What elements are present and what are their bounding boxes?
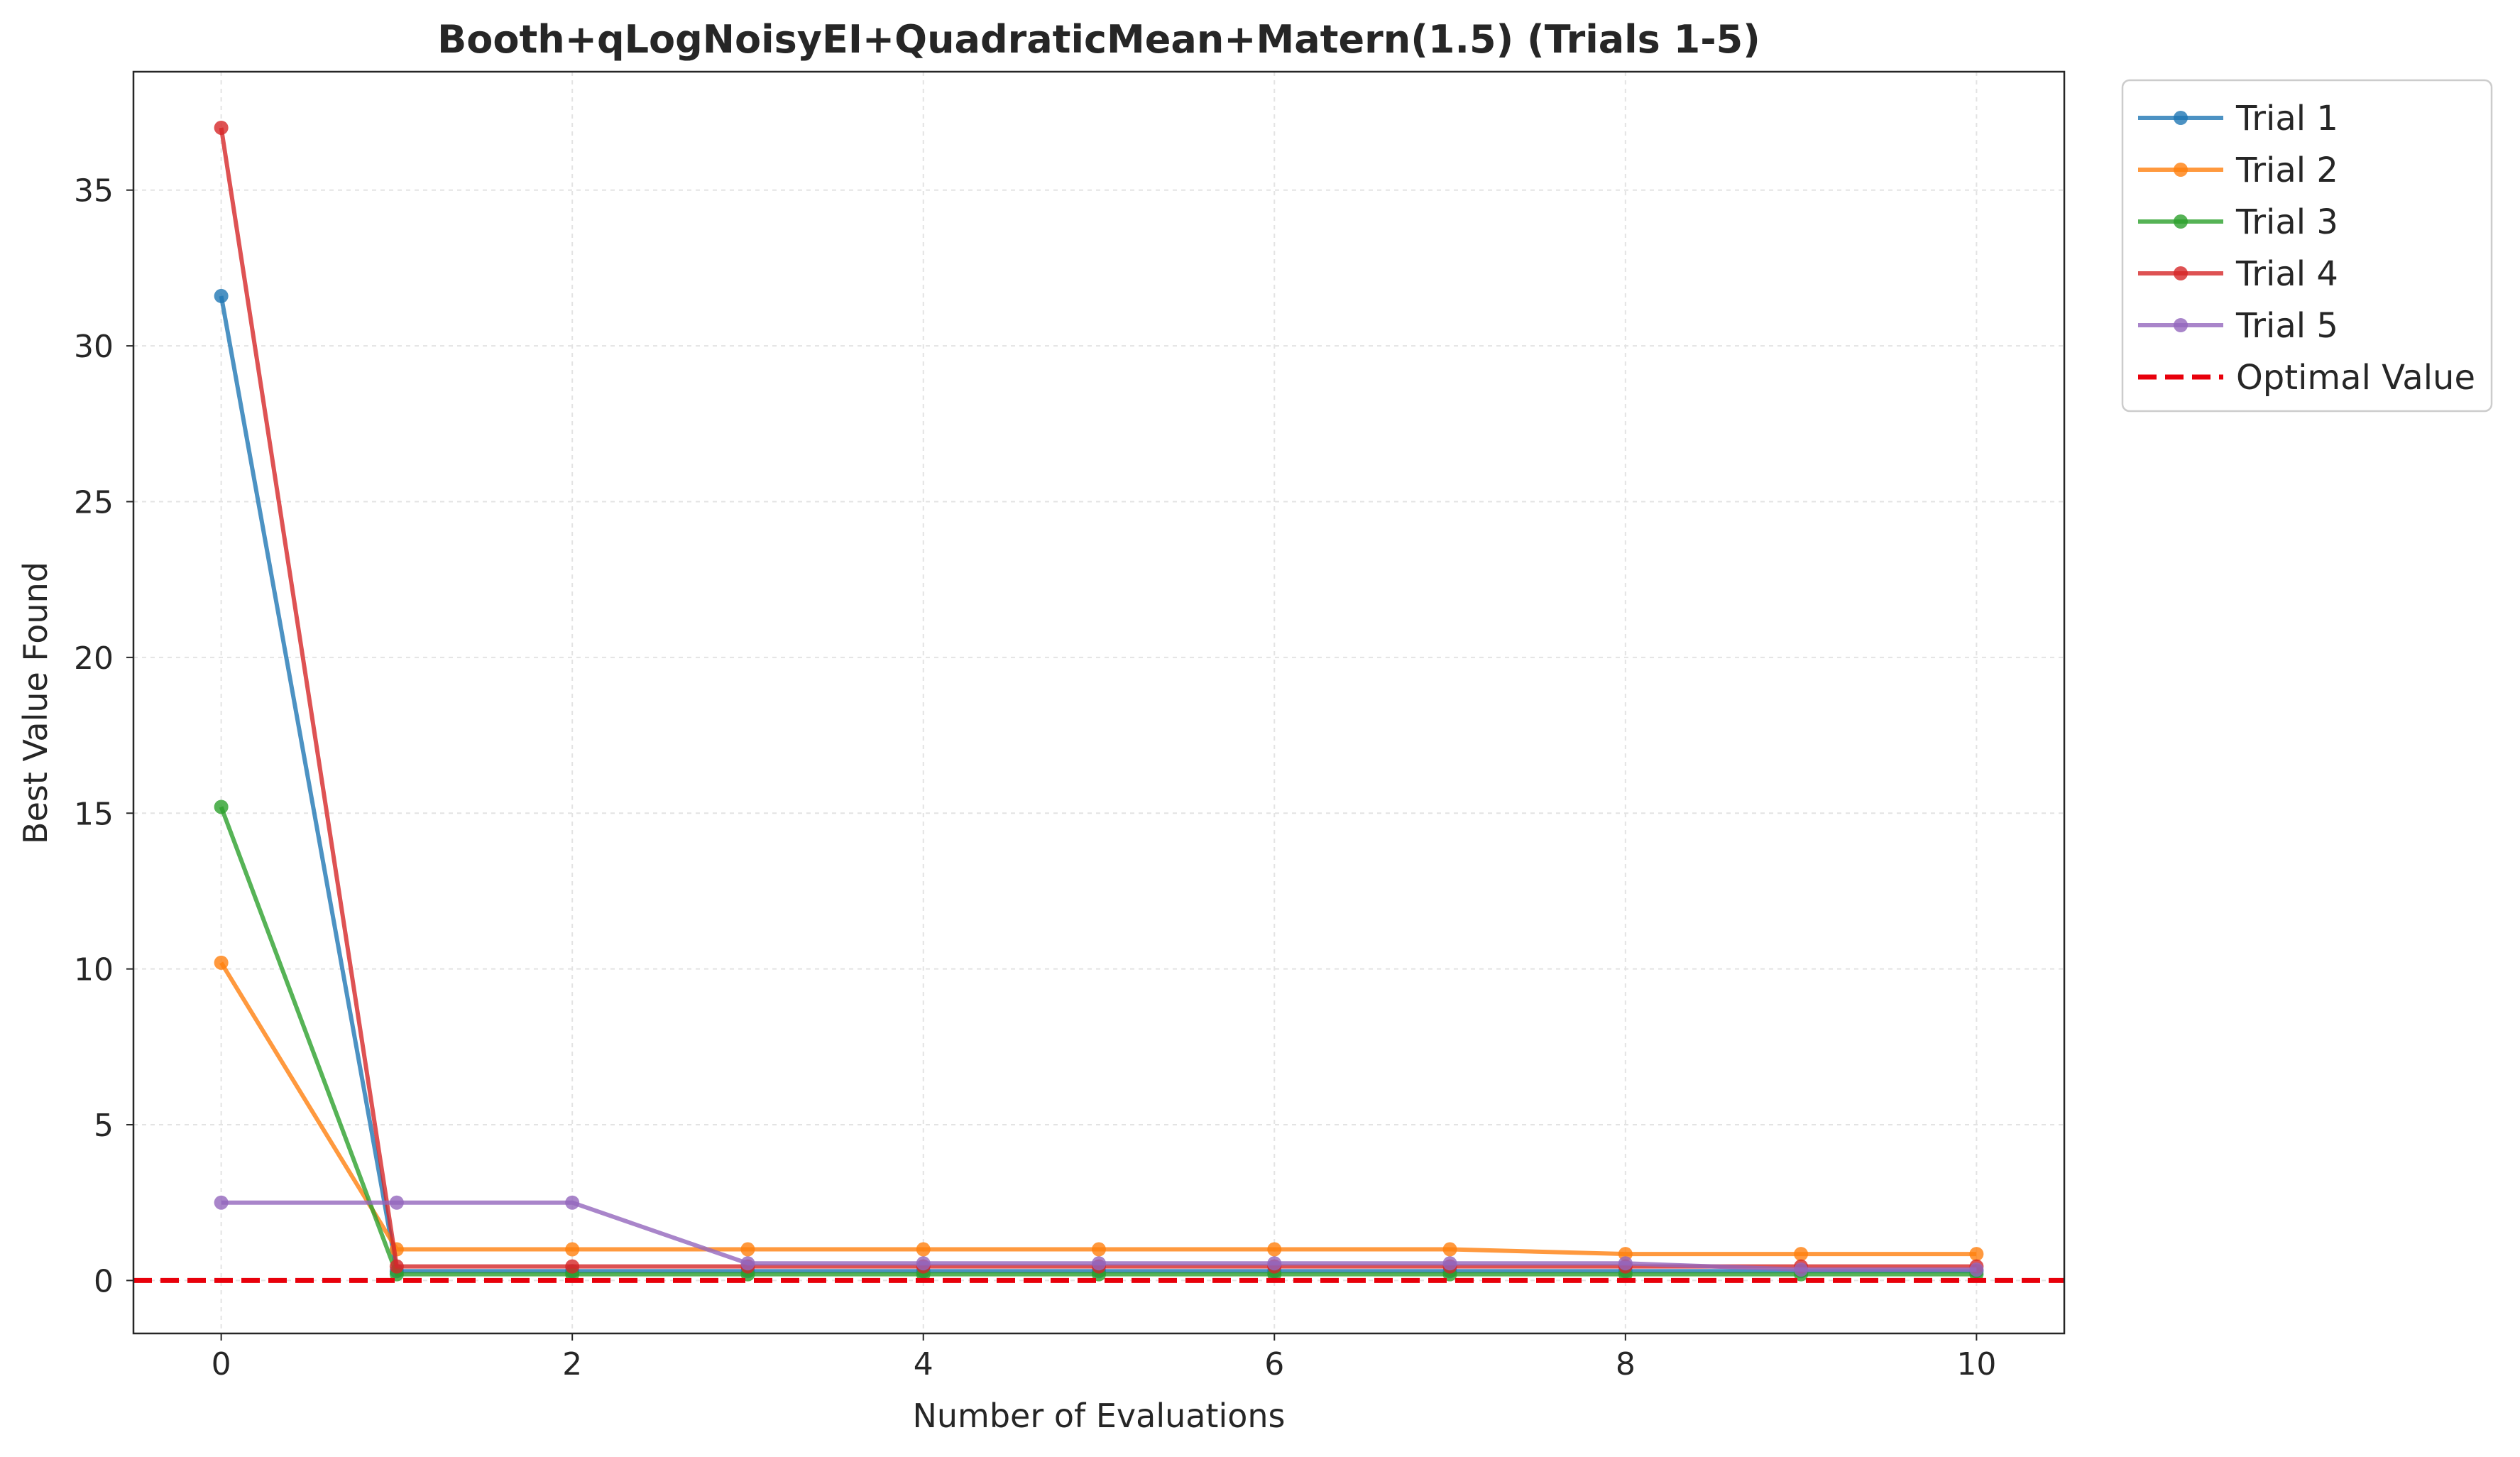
y-tick-label: 10 [74,952,114,988]
chart-title: Booth+qLogNoisyEI+QuadraticMean+Matern(1… [437,17,1760,62]
x-axis-label: Number of Evaluations [912,1397,1285,1435]
data-point-trial-4 [389,1259,404,1274]
x-tick-label: 0 [212,1346,231,1382]
x-tick-label: 6 [1264,1346,1284,1382]
data-point-trial-5 [1267,1256,1282,1271]
legend-label-trial-4: Trial 4 [2235,254,2338,294]
data-point-trial-5 [389,1195,404,1210]
legend-label-trial-5: Trial 5 [2235,306,2338,346]
y-tick-label: 20 [74,640,114,677]
data-point-trial-5 [565,1195,580,1210]
data-point-trial-5 [1442,1256,1457,1271]
data-point-trial-2 [1267,1242,1282,1257]
data-point-trial-2 [214,955,229,970]
data-point-trial-5 [214,1195,229,1210]
legend-box [2121,79,2493,413]
legend-label-trial-1: Trial 1 [2235,99,2338,138]
data-point-trial-2 [1442,1242,1457,1257]
data-point-trial-5 [1092,1256,1106,1271]
plot-frame [132,70,2066,1335]
legend-marker-trial-3 [2174,214,2188,229]
x-tick-label: 2 [562,1346,582,1382]
y-tick-label: 25 [74,484,114,520]
y-tick-label: 5 [94,1108,114,1144]
y-tick-label: 15 [74,796,114,832]
axes-layer: 0 2 4 6 8 10 0 5 10 15 20 25 30 35 [74,173,1996,1382]
x-tick-label: 8 [1616,1346,1636,1382]
data-point-trial-4 [214,120,229,135]
legend-marker-trial-5 [2174,318,2188,332]
data-point-trial-2 [1969,1247,1984,1262]
legend-marker-trial-1 [2174,111,2188,125]
legend-label-trial-2: Trial 2 [2235,151,2338,190]
data-point-trial-5 [916,1256,931,1271]
x-tick-label: 4 [914,1346,933,1382]
y-tick-label: 30 [74,329,114,365]
data-point-trial-2 [565,1242,580,1257]
data-point-trial-2 [740,1242,755,1257]
legend: Trial 1 Trial 2 Trial 3 Trial 4 Trial 5 Optim… [2121,79,2493,413]
data-point-trial-5 [1618,1256,1633,1271]
grid-layer [133,72,2064,1333]
data-point-trial-5 [1969,1262,1984,1277]
data-point-trial-3 [214,800,229,814]
legend-marker-trial-2 [2174,163,2188,177]
y-tick-label: 0 [94,1263,114,1299]
data-point-trial-5 [740,1256,755,1271]
legend-marker-trial-4 [2174,266,2188,280]
legend-label-trial-3: Trial 3 [2235,202,2338,242]
data-point-trial-1 [214,288,229,303]
data-point-trial-2 [1794,1247,1809,1262]
data-point-trial-2 [916,1242,931,1257]
y-tick-label: 35 [74,173,114,209]
data-point-trial-4 [565,1259,580,1274]
series-layer [133,120,2064,1283]
x-tick-label: 10 [1956,1346,1996,1382]
legend-label-optimal-value: Optimal Value [2236,358,2475,398]
data-point-trial-2 [1092,1242,1106,1257]
y-axis-label: Best Value Found [16,562,55,844]
data-point-trial-5 [1794,1262,1809,1277]
